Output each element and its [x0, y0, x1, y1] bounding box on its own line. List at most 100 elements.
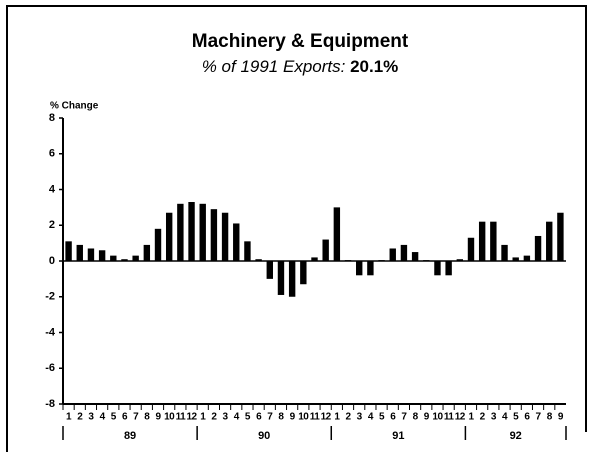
- bar: [333, 207, 341, 261]
- bar: [233, 223, 240, 261]
- year-label: 91: [392, 430, 404, 442]
- y-tick-label: -8: [45, 398, 55, 410]
- bar: [546, 221, 553, 261]
- bar: [244, 241, 251, 261]
- x-tick-label: 4: [368, 412, 374, 423]
- bar: [277, 261, 285, 295]
- x-tick-label: 5: [513, 412, 519, 423]
- bar: [490, 221, 497, 261]
- bar: [311, 257, 318, 261]
- x-tick-label: 5: [111, 412, 117, 423]
- y-tick-label: 0: [49, 255, 55, 267]
- bar: [367, 261, 374, 276]
- x-tick-label: 1: [334, 412, 340, 423]
- x-tick-label: 9: [424, 412, 430, 423]
- bar: [199, 203, 206, 261]
- chart-subtitle: % of 1991 Exports: 20.1%: [202, 57, 399, 76]
- x-tick-label: 2: [211, 412, 217, 423]
- year-label: 90: [258, 430, 270, 442]
- x-tick-label: 5: [379, 412, 385, 423]
- bar: [411, 252, 419, 261]
- x-tick-label: 1: [468, 412, 474, 423]
- bar: [523, 255, 531, 261]
- bar: [423, 260, 430, 262]
- x-tick-label: 6: [524, 412, 530, 423]
- bar: [467, 237, 475, 261]
- x-tick-label: 7: [536, 412, 542, 423]
- x-tick-label: 3: [357, 412, 363, 423]
- bar: [65, 241, 72, 261]
- x-tick-label: 6: [390, 412, 396, 423]
- x-tick-label: 7: [401, 412, 407, 423]
- bar: [121, 259, 128, 261]
- x-tick-label: 1: [200, 412, 206, 423]
- x-tick-label: 10: [298, 412, 309, 423]
- y-tick-label: 8: [49, 112, 55, 124]
- x-tick-label: 8: [547, 412, 553, 423]
- x-tick-label: 9: [558, 412, 564, 423]
- bar: [266, 261, 273, 279]
- bar: [132, 255, 139, 261]
- subtitle-text: % of 1991 Exports:: [202, 57, 346, 76]
- x-tick-label: 8: [413, 412, 419, 423]
- x-tick-label: 12: [321, 412, 332, 423]
- bar: [87, 248, 95, 261]
- x-tick-label: 2: [480, 412, 486, 423]
- x-tick-label: 12: [186, 412, 197, 423]
- y-tick-label: 6: [49, 148, 55, 160]
- y-tick-label: 2: [49, 219, 55, 231]
- bar: [143, 244, 151, 261]
- x-tick-label: 6: [256, 412, 262, 423]
- x-tick-label: 4: [234, 412, 240, 423]
- bar: [512, 257, 519, 261]
- year-label: 92: [510, 430, 522, 442]
- subtitle-value: 20.1%: [350, 57, 398, 76]
- bar: [534, 235, 542, 261]
- frame: [6, 5, 587, 452]
- x-tick-label: 11: [444, 412, 455, 423]
- bar: [344, 260, 352, 262]
- x-tick-label: 4: [100, 412, 106, 423]
- x-tick-label: 10: [432, 412, 443, 423]
- bar: [557, 212, 564, 261]
- x-tick-label: 10: [164, 412, 175, 423]
- bar: [165, 212, 173, 261]
- bar: [154, 228, 162, 261]
- x-tick-label: 9: [290, 412, 296, 423]
- bar: [76, 244, 83, 261]
- x-tick-label: 5: [245, 412, 251, 423]
- x-tick-label: 2: [346, 412, 352, 423]
- x-tick-label: 7: [133, 412, 139, 423]
- bar: [188, 202, 195, 261]
- y-tick-label: -2: [45, 291, 55, 303]
- bar: [300, 261, 307, 285]
- bar: [456, 259, 464, 261]
- y-tick-label: -4: [45, 326, 56, 338]
- x-tick-label: 12: [455, 412, 466, 423]
- bar: [98, 250, 106, 261]
- x-tick-label: 8: [144, 412, 150, 423]
- x-tick-label: 9: [155, 412, 161, 423]
- bar: [288, 261, 296, 297]
- y-tick-label: 4: [49, 183, 56, 195]
- bar: [177, 203, 184, 261]
- bar: [501, 244, 508, 261]
- bar: [255, 259, 262, 261]
- x-tick-label: 11: [176, 412, 187, 423]
- x-tick-label: 7: [267, 412, 273, 423]
- bar: [221, 212, 229, 261]
- bar: [322, 239, 329, 261]
- x-tick-label: 11: [310, 412, 321, 423]
- x-tick-label: 1: [66, 412, 72, 423]
- x-tick-label: 8: [278, 412, 284, 423]
- bar: [400, 244, 408, 261]
- bar: [110, 255, 117, 261]
- x-tick-label: 4: [502, 412, 508, 423]
- x-tick-label: 6: [122, 412, 128, 423]
- x-tick-label: 3: [223, 412, 229, 423]
- y-tick-label: -6: [45, 362, 55, 374]
- bar: [378, 260, 385, 262]
- x-tick-label: 3: [491, 412, 497, 423]
- bar: [356, 261, 363, 276]
